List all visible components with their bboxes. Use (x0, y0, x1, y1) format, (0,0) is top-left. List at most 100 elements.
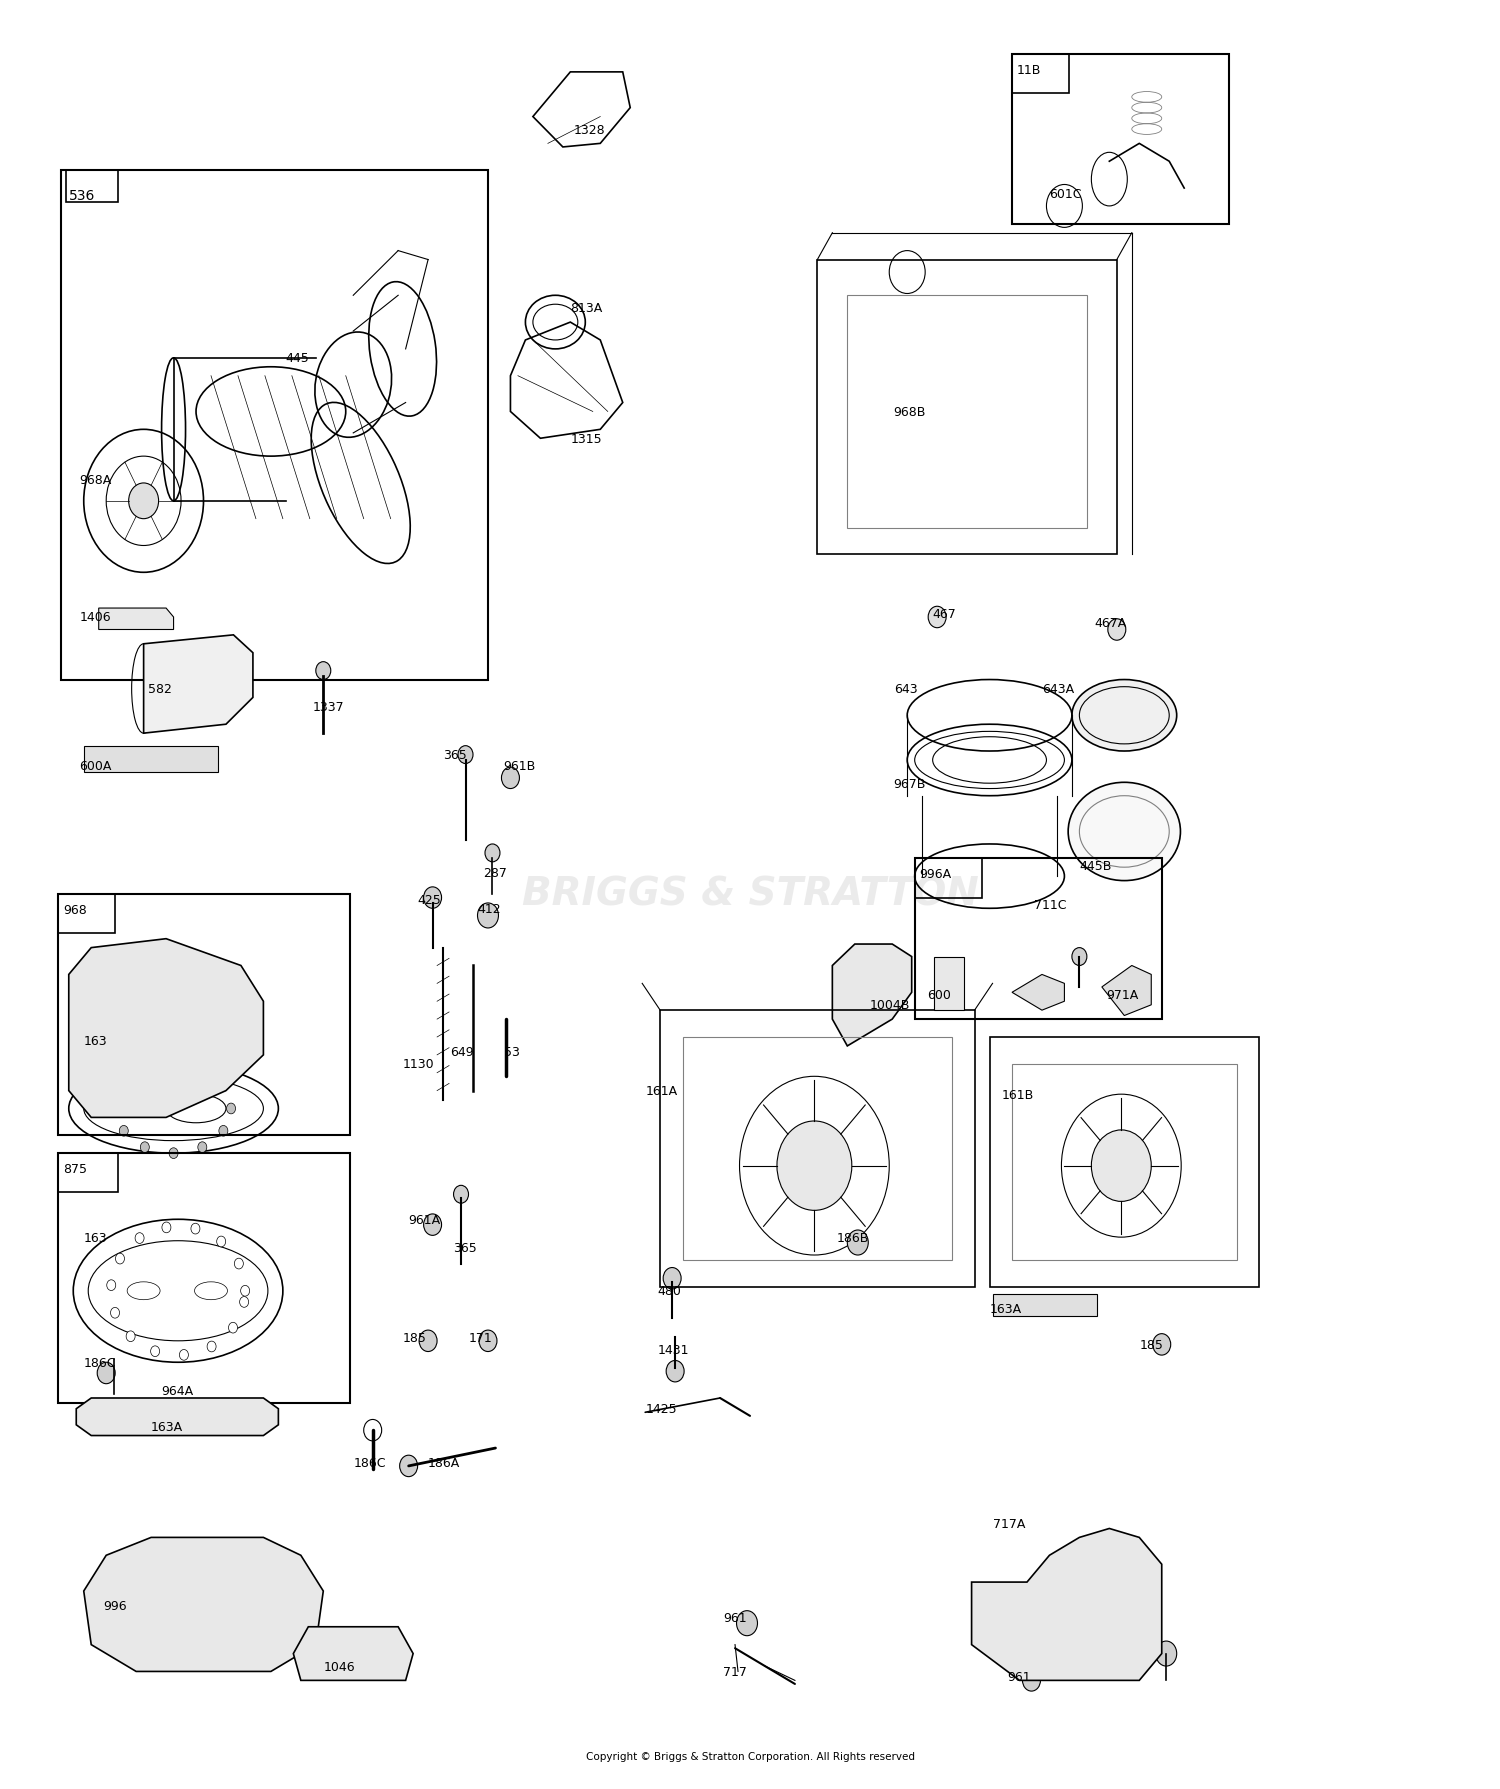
Bar (66, 172, 118, 204)
Circle shape (120, 1081, 129, 1091)
Text: 1328: 1328 (573, 123, 604, 136)
Text: 287: 287 (483, 866, 507, 880)
Text: 163A: 163A (990, 1302, 1022, 1315)
Circle shape (736, 1610, 758, 1635)
Text: 171: 171 (468, 1331, 492, 1344)
Text: 582: 582 (148, 683, 172, 696)
Bar (993, 1295, 1098, 1317)
Text: 425: 425 (417, 893, 441, 907)
Text: 163: 163 (84, 1231, 108, 1243)
Circle shape (240, 1286, 249, 1297)
Circle shape (98, 1363, 116, 1385)
Text: 1004B: 1004B (870, 998, 910, 1013)
Bar (915, 859, 982, 898)
Circle shape (170, 1059, 178, 1070)
Text: 186C: 186C (352, 1456, 386, 1469)
Text: 161A: 161A (645, 1084, 678, 1097)
Circle shape (120, 1125, 129, 1136)
Circle shape (663, 1268, 681, 1290)
Text: 536: 536 (69, 190, 94, 202)
Circle shape (190, 1224, 200, 1234)
Bar (58, 1154, 118, 1193)
Text: 971A: 971A (1107, 988, 1138, 1002)
Text: 967B: 967B (894, 776, 926, 791)
Circle shape (423, 1215, 441, 1236)
Circle shape (240, 1297, 249, 1308)
Circle shape (228, 1322, 237, 1333)
Text: 875: 875 (63, 1163, 87, 1175)
Text: 186A: 186A (427, 1456, 460, 1469)
Polygon shape (144, 635, 254, 733)
Bar (915, 859, 1161, 1020)
Circle shape (198, 1141, 207, 1152)
Text: 1315: 1315 (570, 433, 602, 445)
Circle shape (111, 1104, 120, 1115)
Bar (818, 261, 1118, 555)
Ellipse shape (128, 1283, 160, 1301)
Circle shape (847, 1231, 868, 1256)
Text: 1431: 1431 (657, 1344, 688, 1356)
Circle shape (1155, 1641, 1176, 1666)
Bar (934, 957, 964, 1011)
Text: 365: 365 (442, 748, 466, 762)
Circle shape (129, 483, 159, 519)
Text: 649: 649 (450, 1045, 474, 1057)
Text: 1046: 1046 (324, 1660, 356, 1673)
Text: 964A: 964A (162, 1385, 194, 1397)
Polygon shape (69, 939, 264, 1118)
Circle shape (170, 1149, 178, 1159)
Ellipse shape (195, 1283, 228, 1301)
Text: 186B: 186B (837, 1231, 868, 1243)
Text: 445: 445 (286, 352, 309, 365)
Text: 412: 412 (477, 902, 501, 916)
Text: 717: 717 (723, 1666, 747, 1678)
Text: 1425: 1425 (645, 1403, 676, 1415)
Text: 717A: 717A (993, 1517, 1024, 1530)
Polygon shape (84, 1537, 324, 1671)
Circle shape (150, 1345, 159, 1356)
Circle shape (477, 903, 498, 928)
Text: 600: 600 (927, 988, 951, 1002)
Circle shape (226, 1104, 236, 1115)
Circle shape (423, 887, 441, 909)
Circle shape (141, 1141, 150, 1152)
Text: 445B: 445B (1080, 859, 1112, 873)
Polygon shape (294, 1626, 412, 1680)
Circle shape (453, 1186, 468, 1204)
Bar (58, 894, 350, 1136)
Text: 961A: 961A (408, 1213, 441, 1225)
Bar (660, 1011, 975, 1288)
Polygon shape (972, 1528, 1161, 1680)
Text: 480: 480 (657, 1285, 681, 1297)
Circle shape (126, 1331, 135, 1342)
Bar (62, 172, 488, 680)
Text: 467: 467 (933, 608, 957, 621)
Circle shape (207, 1342, 216, 1352)
Text: BRIGGS & STRATTON: BRIGGS & STRATTON (522, 875, 978, 914)
Text: 996A: 996A (920, 868, 951, 880)
Circle shape (1092, 1131, 1152, 1202)
Circle shape (1072, 948, 1088, 966)
Circle shape (501, 767, 519, 789)
Bar (1013, 1064, 1236, 1261)
Circle shape (162, 1222, 171, 1233)
Bar (682, 1038, 952, 1261)
Polygon shape (833, 945, 912, 1047)
Text: 600A: 600A (80, 759, 111, 773)
Circle shape (458, 746, 472, 764)
Text: 711C: 711C (1035, 898, 1066, 912)
Circle shape (1023, 1669, 1041, 1691)
Text: 53: 53 (504, 1045, 520, 1057)
Polygon shape (1102, 966, 1152, 1016)
Bar (1013, 55, 1070, 95)
Text: 1406: 1406 (80, 612, 111, 624)
Text: 813A: 813A (570, 302, 603, 315)
Circle shape (116, 1254, 124, 1265)
Text: 163A: 163A (152, 1420, 183, 1433)
Text: 365: 365 (453, 1242, 477, 1254)
Text: 1130: 1130 (402, 1057, 435, 1070)
Text: 601C: 601C (1050, 188, 1082, 200)
Circle shape (234, 1258, 243, 1268)
Bar (58, 1154, 350, 1404)
Text: 968A: 968A (80, 474, 111, 487)
